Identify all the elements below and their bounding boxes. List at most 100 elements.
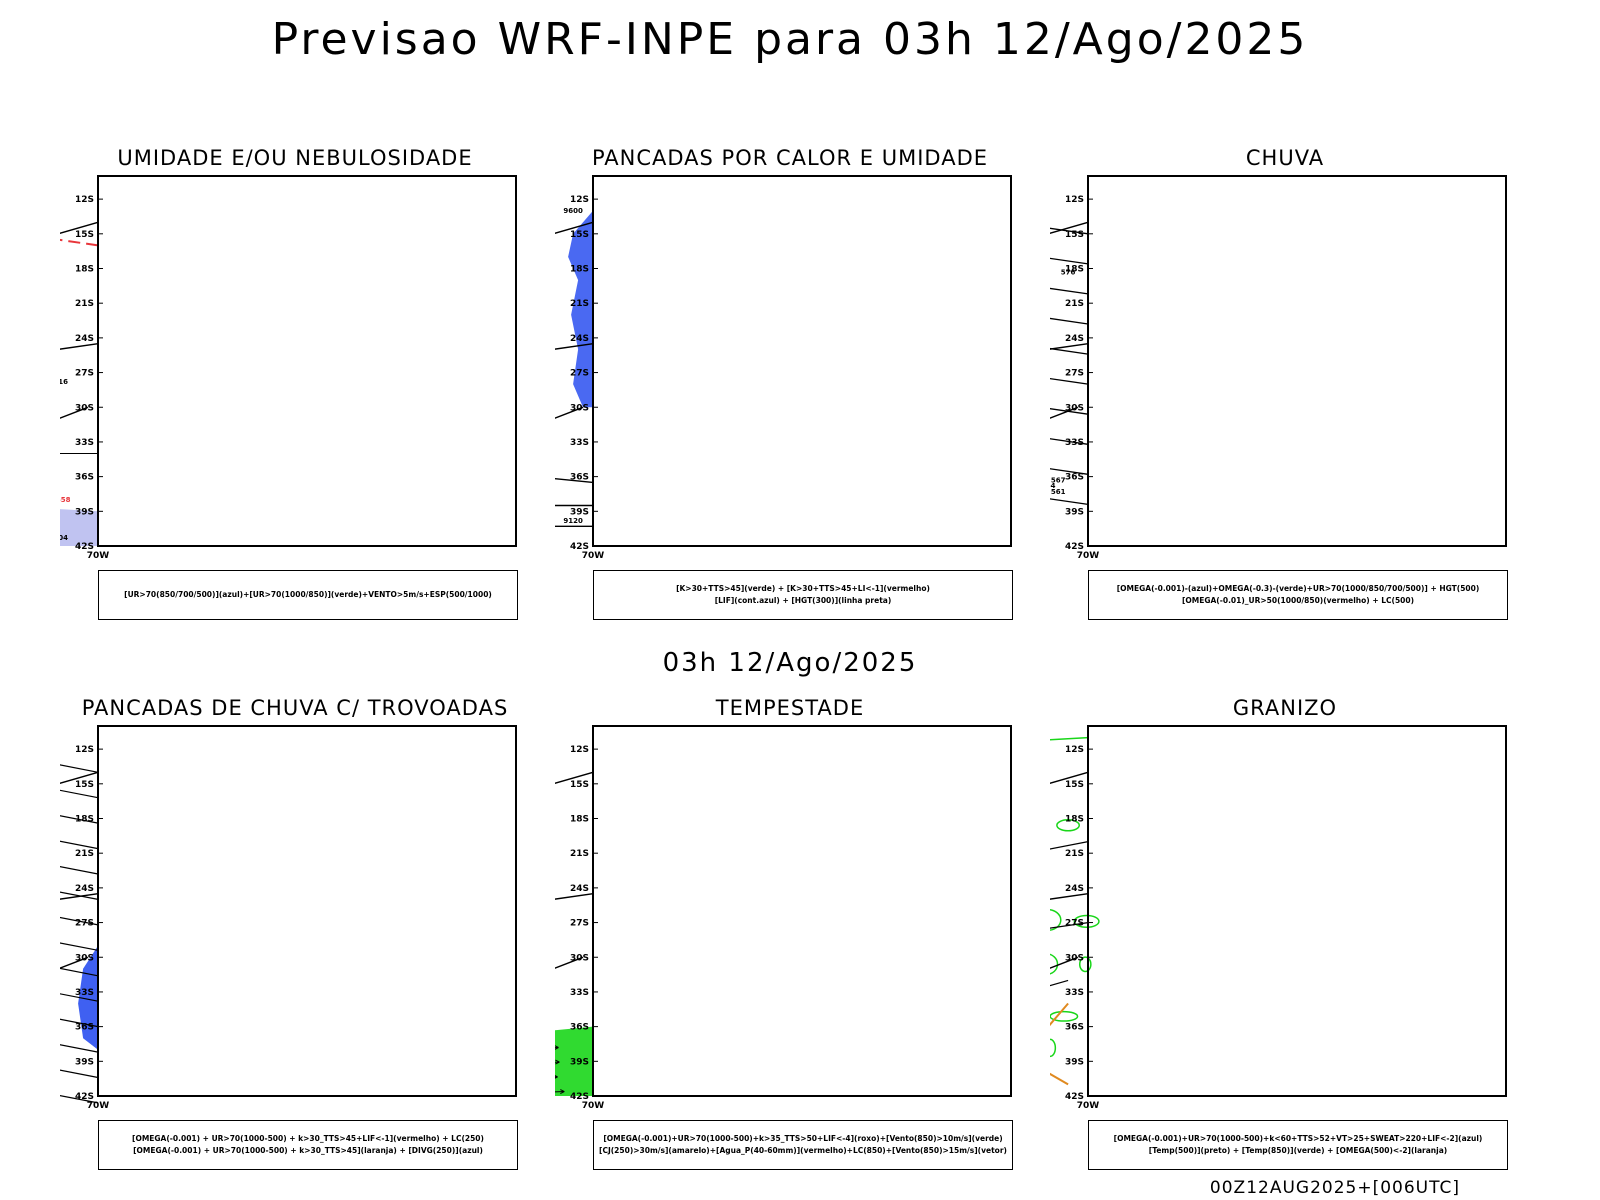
legend-line: [OMEGA(-0.001) + UR>70(1000-500) + k>30_… xyxy=(132,1134,484,1143)
panel-pancadas-calor: PANCADAS POR CALOR E UMIDADE 12S 15S 18S 21… xyxy=(555,146,1025,636)
panel-trovoadas: PANCADAS DE CHUVA C/ TROVOADAS 12S 15S 18S… xyxy=(60,696,530,1186)
contour-label: 1016 xyxy=(60,378,68,386)
legend-line: [OMEGA(-0.001)+UR>70(1000-500)+k>35_TTS>… xyxy=(603,1134,1003,1143)
lat-label: 39S xyxy=(1065,507,1084,517)
lat-label: 33S xyxy=(75,438,94,448)
map-granizo: 12S15S18S21S24S27S30S33S36S39S42S70W65W6… xyxy=(1050,725,1507,1111)
lat-label: 24S xyxy=(1065,334,1084,344)
lat-label: 42S xyxy=(570,1092,589,1102)
lat-label: 42S xyxy=(75,542,94,552)
lat-label: 12S xyxy=(570,195,589,205)
panel-title: GRANIZO xyxy=(1232,696,1338,720)
legend-umidade: [UR>70(850/700/500)](azul)+[UR>70(1000/8… xyxy=(98,570,518,620)
lat-label: 36S xyxy=(570,473,589,483)
map-chuva: 12S15S18S21S24S27S30S33S36S39S42S70W65W6… xyxy=(1050,175,1507,561)
panel-granizo: GRANIZO 12S 15S 18S 21S 24S 27S 30S 33S 36S 39S 42… xyxy=(1050,696,1520,1186)
lat-label: 42S xyxy=(75,1092,94,1102)
lat-label: 21S xyxy=(75,849,94,859)
legend-line: [UR>70(850/700/500)](azul)+[UR>70(1000/8… xyxy=(124,590,492,599)
panel-title: PANCADAS POR CALOR E UMIDADE xyxy=(591,146,989,170)
legend-chuva: [OMEGA(-0.001)-(azul)+OMEGA(-0.3)-(verde… xyxy=(1088,570,1508,620)
lat-label: 15S xyxy=(1065,780,1084,790)
lat-label: 36S xyxy=(1065,473,1084,483)
lat-label: 18S xyxy=(75,815,94,825)
lat-label: 30S xyxy=(75,403,94,413)
lon-label: 70W xyxy=(87,551,110,561)
lat-label: 42S xyxy=(570,542,589,552)
legend-line: [OMEGA(-0.01)_UR>50(1000/850)(vermelho) … xyxy=(1181,596,1415,605)
lat-label: 12S xyxy=(1065,195,1084,205)
lat-label: 27S xyxy=(1065,369,1084,379)
lat-label: 42S xyxy=(1065,542,1084,552)
legend-line: [CJ(250)>30m/s](amarelo)+[Agua_P(40-60mm… xyxy=(599,1146,1007,1155)
contour-label: 1004 xyxy=(60,534,68,542)
legend-line: [OMEGA(-0.001) + UR>70(1000-500) + k>30_… xyxy=(133,1146,483,1155)
lon-label: 70W xyxy=(582,1101,605,1111)
lat-label: 27S xyxy=(75,919,94,929)
contour-label: 561 xyxy=(1051,488,1066,496)
legend-pancadas-calor: [K>30+TTS>45](verde) + [K>30+TTS>45+LI<-… xyxy=(593,570,1013,620)
valid-time-title: 03h 12/Ago/2025 xyxy=(662,648,918,678)
lat-label: 15S xyxy=(75,780,94,790)
lat-label: 21S xyxy=(570,299,589,309)
contour-label: 558 xyxy=(60,496,71,504)
lat-label: 12S xyxy=(75,195,94,205)
lat-label: 15S xyxy=(75,230,94,240)
map-tempestade: 12S15S18S21S24S27S30S33S36S39S42S70W65W6… xyxy=(555,725,1012,1111)
lat-label: 18S xyxy=(75,265,94,275)
lat-label: 33S xyxy=(1065,438,1084,448)
legend-line: [K>30+TTS>45](verde) + [K>30+TTS>45+LI<-… xyxy=(676,584,930,593)
lat-label: 18S xyxy=(570,265,589,275)
panel-title: CHUVA xyxy=(1245,146,1325,170)
panel-umidade: UMIDADE E/OU NEBULOSIDADE 12S 15S 18S 21S 24… xyxy=(60,146,530,636)
contour-label: 564 xyxy=(1050,482,1056,490)
lat-label: 12S xyxy=(1065,745,1084,755)
legend-line: [LIF](cont.azul) + [HGT(300)](linha pret… xyxy=(714,596,892,605)
lat-label: 42S xyxy=(1065,1092,1084,1102)
contour-label: 9600 xyxy=(563,207,583,215)
lat-label: 21S xyxy=(1065,299,1084,309)
lat-label: 33S xyxy=(1065,988,1084,998)
lat-label: 27S xyxy=(75,369,94,379)
panel-chuva: CHUVA 12S 15S 18S 21S 24S 27S 30S 33S 36S 39S 42S 7… xyxy=(1050,146,1520,636)
lon-label: 70W xyxy=(582,551,605,561)
panel-title: TEMPESTADE xyxy=(715,696,865,720)
lat-label: 39S xyxy=(570,507,589,517)
contour-label: 576 xyxy=(1061,268,1076,276)
lat-label: 36S xyxy=(75,473,94,483)
lat-label: 36S xyxy=(1065,1023,1084,1033)
map-trovoadas: 12S15S18S21S24S27S30S33S36S39S42S70W65W6… xyxy=(60,725,517,1111)
lat-label: 18S xyxy=(1065,815,1084,825)
run-id-footer: 00Z12AUG2025+[006UTC] xyxy=(1209,1178,1460,1198)
legend-line: [Temp(500)](preto) + [Temp(850)](verde) … xyxy=(1148,1146,1448,1155)
lat-label: 18S xyxy=(1065,265,1084,275)
lat-label: 24S xyxy=(570,884,589,894)
panel-title: PANCADAS DE CHUVA C/ TROVOADAS xyxy=(81,696,509,720)
lat-label: 15S xyxy=(570,780,589,790)
legend-trovoadas: [OMEGA(-0.001) + UR>70(1000-500) + k>30_… xyxy=(98,1120,518,1170)
lat-label: 36S xyxy=(570,1023,589,1033)
lat-label: 39S xyxy=(75,1057,94,1067)
lon-label: 70W xyxy=(87,1101,110,1111)
page-title: Previsao WRF-INPE para 03h 12/Ago/2025 xyxy=(271,14,1309,65)
lat-label: 21S xyxy=(1065,849,1084,859)
lat-label: 33S xyxy=(570,988,589,998)
lat-label: 27S xyxy=(1065,919,1084,929)
lat-label: 39S xyxy=(1065,1057,1084,1067)
lon-label: 70W xyxy=(1077,551,1100,561)
lat-label: 39S xyxy=(570,1057,589,1067)
lat-label: 36S xyxy=(75,1023,94,1033)
lat-label: 27S xyxy=(570,919,589,929)
lat-label: 30S xyxy=(570,953,589,963)
lat-label: 18S xyxy=(570,815,589,825)
lat-label: 30S xyxy=(570,403,589,413)
lat-label: 21S xyxy=(75,299,94,309)
legend-granizo: [OMEGA(-0.001)+UR>70(1000-500)+k<60+TTS>… xyxy=(1088,1120,1508,1170)
lat-label: 39S xyxy=(75,507,94,517)
contour-label: 9120 xyxy=(563,517,583,525)
map-umidade: 12S15S18S21S24S27S30S33S36S39S42S70W65W6… xyxy=(60,175,517,561)
lat-label: 30S xyxy=(1065,403,1084,413)
lat-label: 24S xyxy=(75,334,94,344)
lat-label: 30S xyxy=(1065,953,1084,963)
lat-label: 21S xyxy=(570,849,589,859)
